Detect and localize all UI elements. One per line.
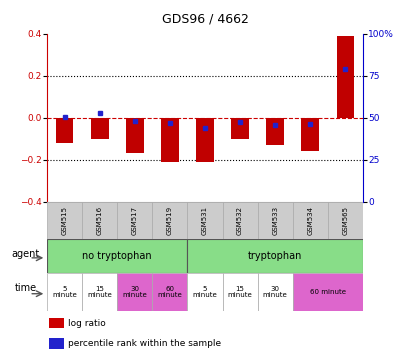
Bar xyxy=(49,338,63,349)
Text: GSM533: GSM533 xyxy=(272,206,277,235)
Text: GSM519: GSM519 xyxy=(166,206,173,235)
Bar xyxy=(327,202,362,239)
Text: GDS96 / 4662: GDS96 / 4662 xyxy=(161,12,248,25)
Bar xyxy=(49,318,63,328)
Text: 15
minute: 15 minute xyxy=(227,286,252,298)
Text: 60 minute: 60 minute xyxy=(309,289,345,295)
Bar xyxy=(152,202,187,239)
Bar xyxy=(56,118,73,143)
Bar xyxy=(187,239,362,273)
Bar xyxy=(47,239,187,273)
Text: 30
minute: 30 minute xyxy=(262,286,287,298)
Bar xyxy=(117,202,152,239)
Bar xyxy=(257,202,292,239)
Text: 5
minute: 5 minute xyxy=(52,286,77,298)
Text: GSM565: GSM565 xyxy=(342,206,348,235)
Text: GSM517: GSM517 xyxy=(132,206,137,235)
Bar xyxy=(336,36,353,118)
Text: log ratio: log ratio xyxy=(67,318,105,328)
Bar xyxy=(292,273,362,311)
Bar xyxy=(82,202,117,239)
Text: time: time xyxy=(15,283,37,293)
Text: no tryptophan: no tryptophan xyxy=(82,251,152,261)
Bar xyxy=(161,118,178,162)
Bar xyxy=(222,202,257,239)
Text: 5
minute: 5 minute xyxy=(192,286,217,298)
Bar xyxy=(126,118,143,154)
Bar xyxy=(117,273,152,311)
Bar xyxy=(266,118,283,145)
Text: GSM534: GSM534 xyxy=(306,206,312,235)
Text: GSM531: GSM531 xyxy=(202,206,207,235)
Bar xyxy=(196,118,213,162)
Bar xyxy=(257,273,292,311)
Bar xyxy=(222,273,257,311)
Text: 15
minute: 15 minute xyxy=(87,286,112,298)
Bar xyxy=(187,202,222,239)
Text: GSM532: GSM532 xyxy=(236,206,243,235)
Bar xyxy=(152,273,187,311)
Bar xyxy=(301,118,318,151)
Text: tryptophan: tryptophan xyxy=(247,251,301,261)
Bar xyxy=(47,273,82,311)
Text: 60
minute: 60 minute xyxy=(157,286,182,298)
Bar xyxy=(91,118,108,139)
Text: GSM515: GSM515 xyxy=(61,206,67,235)
Bar xyxy=(47,202,82,239)
Bar xyxy=(231,118,248,139)
Text: percentile rank within the sample: percentile rank within the sample xyxy=(67,339,220,348)
Bar xyxy=(187,273,222,311)
Bar xyxy=(292,202,327,239)
Text: GSM516: GSM516 xyxy=(97,206,103,235)
Bar xyxy=(82,273,117,311)
Text: agent: agent xyxy=(12,250,40,260)
Text: 30
minute: 30 minute xyxy=(122,286,147,298)
